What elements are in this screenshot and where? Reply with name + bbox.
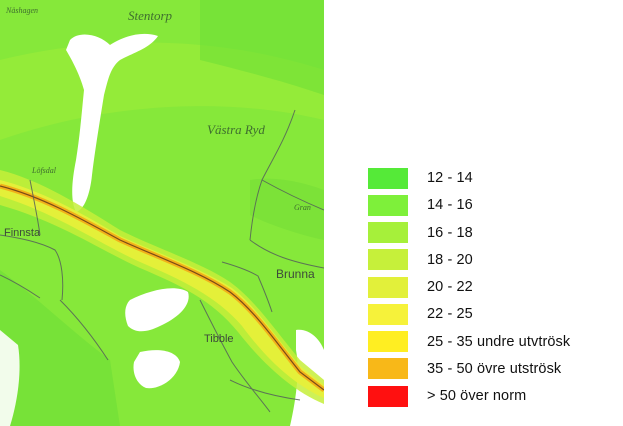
place-label-brunna: Brunna bbox=[276, 267, 315, 281]
legend-swatch bbox=[368, 358, 408, 380]
zone-dark-east bbox=[250, 178, 324, 240]
lake-west bbox=[0, 330, 20, 426]
lake-southwest bbox=[133, 350, 180, 389]
legend-label: 35 - 50 övre utströsk bbox=[427, 360, 562, 377]
noise-map: Näshagen Stentorp Västra Ryd Löfsdal Fin… bbox=[0, 0, 324, 426]
place-label-vastra-ryd: Västra Ryd bbox=[207, 122, 265, 137]
legend-swatch bbox=[368, 249, 408, 271]
legend-swatch bbox=[368, 222, 408, 243]
legend-label: 20 - 22 bbox=[427, 279, 473, 295]
legend-item: 12 - 14 bbox=[368, 166, 618, 190]
place-label-gran: Gran bbox=[294, 203, 311, 212]
legend-label: 16 - 18 bbox=[427, 224, 473, 241]
minor-roads bbox=[0, 109, 324, 413]
lake-south bbox=[125, 288, 189, 332]
place-label-nashagen: Näshagen bbox=[5, 6, 38, 15]
legend-label: 18 - 20 bbox=[427, 251, 473, 268]
legend-item: 14 - 16 bbox=[368, 193, 618, 217]
legend-swatch bbox=[368, 167, 408, 189]
place-label-tibble: Tibble bbox=[204, 333, 234, 345]
highway bbox=[0, 185, 324, 391]
legend: 12 - 14 14 - 16 16 - 18 18 - 20 20 - 22 22 - … bbox=[368, 166, 618, 411]
place-label-stentorp: Stentorp bbox=[128, 8, 173, 23]
zone-dark-north bbox=[200, 0, 324, 95]
legend-label: > 50 över norm bbox=[427, 388, 527, 404]
legend-label: 12 - 14 bbox=[427, 170, 473, 186]
legend-label: 14 - 16 bbox=[427, 197, 473, 214]
legend-item: 22 - 25 bbox=[368, 302, 618, 326]
legend-swatch bbox=[368, 331, 408, 352]
legend-item: 20 - 22 bbox=[368, 275, 618, 299]
legend-swatch bbox=[368, 303, 408, 325]
map-canvas: Näshagen Stentorp Västra Ryd Löfsdal Fin… bbox=[0, 0, 324, 426]
legend-swatch bbox=[368, 385, 408, 407]
zone-dark-southwest bbox=[0, 270, 120, 426]
legend-label: 25 - 35 undre utvtrösk bbox=[427, 333, 571, 350]
legend-label: 22 - 25 bbox=[427, 306, 473, 323]
legend-swatch bbox=[368, 276, 408, 298]
lake-north bbox=[66, 33, 158, 213]
legend-item: 16 - 18 bbox=[368, 221, 618, 245]
legend-item: 18 - 20 bbox=[368, 248, 618, 272]
legend-item: > 50 över norm bbox=[368, 384, 618, 408]
legend-item: 25 - 35 undre utvtrösk bbox=[368, 330, 618, 354]
legend-item: 35 - 50 övre utströsk bbox=[368, 357, 618, 381]
place-label-lofsdal: Löfsdal bbox=[31, 166, 57, 175]
noise-corridor-inner bbox=[0, 180, 324, 398]
place-label-finnsta: Finnsta bbox=[4, 227, 41, 239]
legend-swatch bbox=[368, 194, 408, 216]
